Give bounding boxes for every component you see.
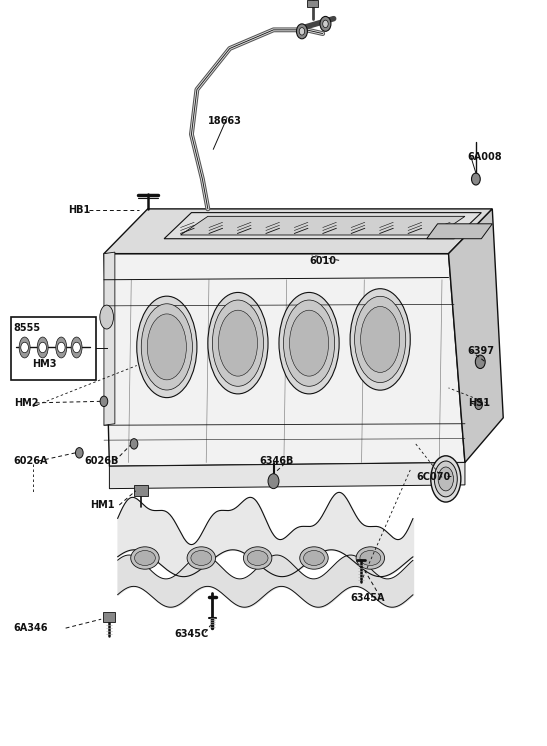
Bar bbox=[11, 317, 96, 380]
Circle shape bbox=[100, 396, 108, 407]
Ellipse shape bbox=[354, 296, 406, 383]
Polygon shape bbox=[109, 463, 465, 489]
Text: 6A008: 6A008 bbox=[468, 151, 502, 162]
Text: 6397: 6397 bbox=[468, 345, 494, 356]
Ellipse shape bbox=[350, 289, 410, 390]
Ellipse shape bbox=[147, 314, 187, 380]
Ellipse shape bbox=[56, 337, 67, 358]
Text: HS1: HS1 bbox=[468, 398, 490, 408]
Circle shape bbox=[39, 342, 46, 353]
Text: 6026B: 6026B bbox=[85, 456, 119, 466]
Text: 8555: 8555 bbox=[14, 323, 41, 333]
Ellipse shape bbox=[279, 292, 339, 394]
Text: HM2: HM2 bbox=[14, 398, 38, 408]
Text: 6C070: 6C070 bbox=[417, 472, 451, 483]
Ellipse shape bbox=[289, 310, 329, 376]
Text: 18663: 18663 bbox=[208, 116, 242, 125]
Ellipse shape bbox=[360, 307, 400, 372]
Polygon shape bbox=[181, 216, 465, 235]
Ellipse shape bbox=[283, 300, 335, 386]
Circle shape bbox=[472, 173, 480, 185]
Polygon shape bbox=[449, 209, 503, 463]
Ellipse shape bbox=[243, 547, 272, 569]
Circle shape bbox=[21, 342, 28, 353]
Ellipse shape bbox=[100, 305, 114, 329]
Text: 6345C: 6345C bbox=[174, 629, 208, 639]
Polygon shape bbox=[427, 224, 492, 239]
Circle shape bbox=[475, 399, 482, 410]
Text: 6346B: 6346B bbox=[260, 456, 294, 466]
Ellipse shape bbox=[247, 551, 268, 565]
Circle shape bbox=[475, 355, 485, 369]
Ellipse shape bbox=[300, 547, 328, 569]
Ellipse shape bbox=[191, 551, 212, 565]
Text: 6026A: 6026A bbox=[14, 456, 48, 466]
Text: 6345A: 6345A bbox=[350, 593, 385, 604]
Bar bbox=[134, 485, 148, 496]
Bar bbox=[103, 612, 115, 622]
Ellipse shape bbox=[131, 547, 159, 569]
Ellipse shape bbox=[141, 304, 193, 390]
Text: 6010: 6010 bbox=[309, 256, 336, 266]
Circle shape bbox=[75, 448, 83, 458]
Circle shape bbox=[323, 20, 328, 28]
Ellipse shape bbox=[208, 292, 268, 394]
Bar bbox=[307, 0, 318, 7]
Ellipse shape bbox=[360, 551, 381, 565]
Ellipse shape bbox=[37, 337, 48, 358]
Ellipse shape bbox=[218, 310, 258, 376]
Ellipse shape bbox=[71, 337, 82, 358]
Text: 6A346: 6A346 bbox=[14, 623, 48, 633]
Circle shape bbox=[130, 439, 138, 449]
Circle shape bbox=[299, 28, 305, 35]
Text: HB1: HB1 bbox=[68, 205, 91, 216]
Ellipse shape bbox=[187, 547, 216, 569]
Text: www.illustratedparts.com: www.illustratedparts.com bbox=[216, 369, 331, 377]
Polygon shape bbox=[104, 254, 465, 466]
Circle shape bbox=[296, 24, 307, 39]
Circle shape bbox=[268, 474, 279, 489]
Text: HM1: HM1 bbox=[90, 500, 115, 510]
Circle shape bbox=[57, 342, 65, 353]
Circle shape bbox=[320, 16, 331, 31]
Ellipse shape bbox=[430, 456, 461, 502]
Ellipse shape bbox=[135, 551, 155, 565]
Circle shape bbox=[73, 342, 80, 353]
Ellipse shape bbox=[356, 547, 385, 569]
Polygon shape bbox=[164, 213, 481, 239]
Ellipse shape bbox=[304, 551, 324, 565]
Polygon shape bbox=[104, 252, 115, 425]
Ellipse shape bbox=[438, 467, 453, 491]
Ellipse shape bbox=[19, 337, 30, 358]
Text: HM3: HM3 bbox=[32, 359, 56, 369]
Ellipse shape bbox=[137, 296, 197, 398]
Ellipse shape bbox=[434, 461, 457, 497]
Polygon shape bbox=[104, 209, 492, 254]
Ellipse shape bbox=[212, 300, 264, 386]
